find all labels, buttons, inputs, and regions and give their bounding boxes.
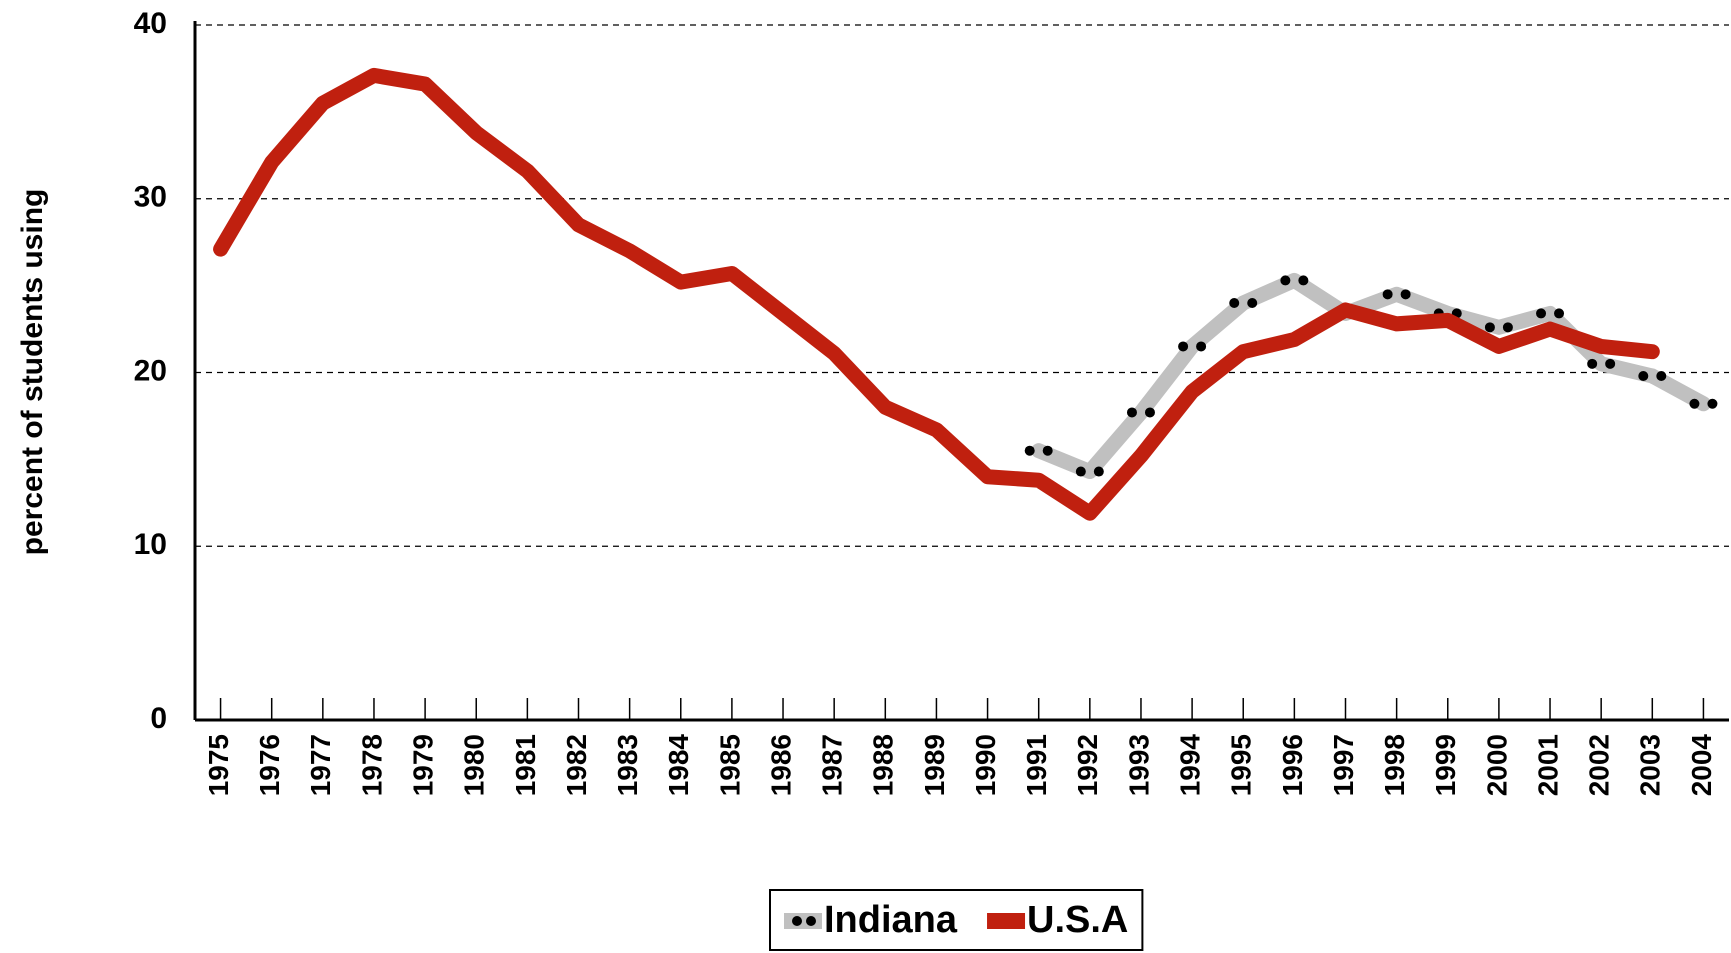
x-tick-label: 2001	[1532, 734, 1563, 796]
x-tick-label: 1990	[970, 734, 1001, 796]
x-tick-label: 1977	[305, 734, 336, 796]
x-tick-label: 1999	[1430, 734, 1461, 796]
x-tick-label: 1984	[663, 734, 694, 797]
marker	[1587, 358, 1598, 369]
marker	[1638, 370, 1649, 381]
y-tick-label: 30	[134, 181, 167, 214]
y-tick-label: 10	[134, 528, 167, 561]
marker	[1382, 289, 1393, 300]
x-tick-label: 1978	[356, 734, 387, 796]
marker	[1502, 322, 1513, 333]
legend-label: Indiana	[824, 899, 958, 941]
marker	[1144, 407, 1155, 418]
x-tick-label: 1983	[612, 734, 643, 796]
marker	[1484, 322, 1495, 333]
y-tick-label: 0	[150, 702, 167, 735]
marker	[1400, 289, 1411, 300]
legend-marker	[806, 916, 816, 926]
marker	[1024, 445, 1035, 456]
x-tick-label: 1997	[1328, 734, 1359, 796]
x-tick-label: 1981	[510, 734, 541, 796]
legend-swatch	[987, 913, 1026, 929]
marker	[1707, 398, 1718, 409]
marker	[1247, 298, 1258, 308]
x-tick-label: 2004	[1686, 734, 1717, 797]
x-tick-label: 1992	[1072, 734, 1103, 796]
series-line	[1031, 272, 1711, 480]
x-tick-label: 2003	[1635, 734, 1666, 796]
marker	[1605, 358, 1616, 369]
marker	[1093, 466, 1104, 477]
legend-marker	[792, 916, 802, 926]
x-tick-label: 1994	[1174, 734, 1205, 797]
marker	[1229, 298, 1240, 308]
x-tick-label: 2002	[1584, 734, 1615, 796]
marker	[1075, 466, 1086, 477]
y-axis-label: percent of students using	[16, 189, 49, 556]
x-tick-label: 1993	[1123, 734, 1154, 796]
x-tick-label: 1991	[1021, 734, 1052, 796]
x-tick-label: 1989	[919, 734, 950, 796]
x-tick-label: 2000	[1481, 734, 1512, 796]
x-tick-label: 1987	[817, 734, 848, 796]
x-tick-label: 1979	[407, 734, 438, 796]
x-tick-label: 1976	[254, 734, 285, 796]
marker	[1126, 407, 1137, 418]
legend-box	[769, 889, 1144, 951]
x-tick-label: 1986	[765, 734, 796, 796]
x-tick-label: 1996	[1277, 734, 1308, 796]
x-tick-label: 1980	[459, 734, 490, 796]
marker	[1178, 341, 1189, 352]
marker	[1536, 308, 1547, 319]
legend: Indiana U.S.A	[769, 889, 1144, 951]
marker	[1042, 445, 1053, 456]
y-tick-label: 20	[134, 354, 167, 387]
marker	[1656, 370, 1667, 381]
series-line	[213, 67, 1660, 521]
y-tick-label: 40	[134, 7, 167, 40]
legend-label: U.S.A	[1027, 899, 1128, 941]
marker	[1554, 308, 1565, 319]
x-tick-label: 1982	[561, 734, 592, 796]
marker	[1689, 398, 1700, 409]
marker	[1196, 341, 1207, 352]
x-tick-label: 1988	[868, 734, 899, 796]
x-tick-label: 1995	[1226, 734, 1257, 796]
x-tick-label: 1985	[714, 734, 745, 796]
x-tick-label: 1998	[1379, 734, 1410, 796]
legend-swatch	[784, 913, 822, 929]
x-tick-label: 1975	[203, 734, 234, 796]
marker	[1298, 275, 1309, 286]
marker	[1280, 275, 1291, 286]
